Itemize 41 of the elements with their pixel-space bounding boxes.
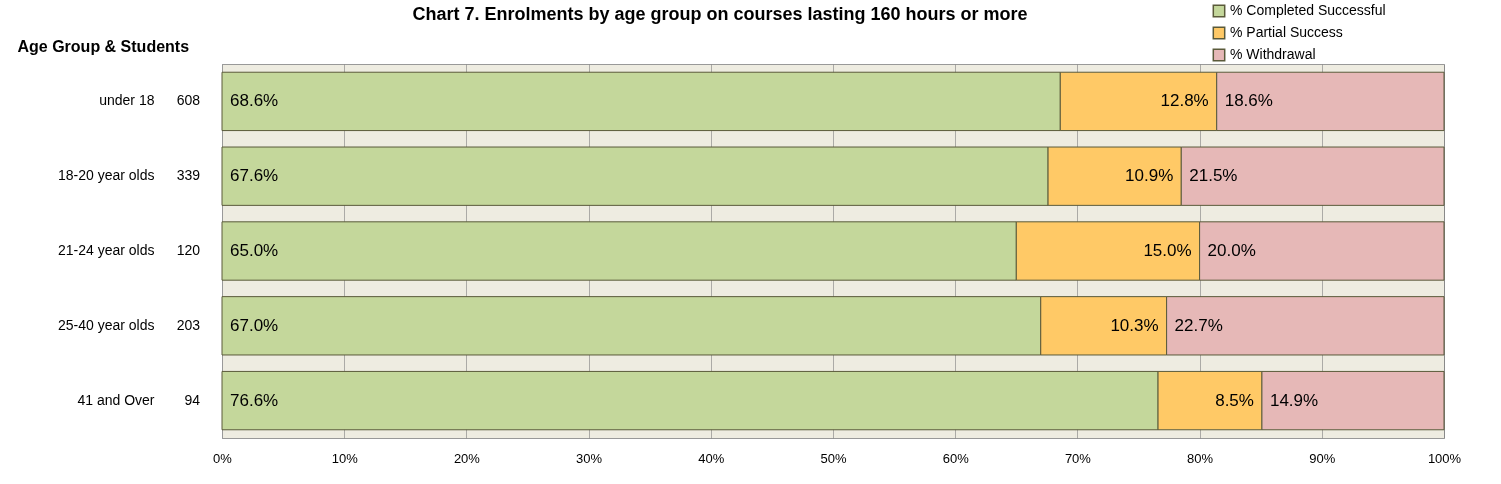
data-label: 10.3%	[1110, 315, 1159, 335]
y2-tick-label: 608	[176, 92, 201, 109]
data-label: 10.9%	[1125, 166, 1174, 186]
legend-label: % Completed Successful	[1230, 2, 1386, 18]
legend-label: % Partial Success	[1230, 24, 1343, 40]
data-label: 8.5%	[1215, 390, 1254, 410]
data-label: 65.0%	[230, 241, 279, 260]
x-tick-label: 20%	[453, 450, 481, 466]
x-tick-label: 10%	[331, 450, 359, 466]
x-tick-label: 40%	[698, 450, 725, 466]
y-tick-label: 41 and Over	[77, 391, 155, 408]
data-label: 21.5%	[1189, 166, 1238, 186]
y-tick-label: 21-24 year olds	[57, 242, 155, 258]
data-label: 76.6%	[230, 390, 279, 410]
data-label: 15.0%	[1143, 241, 1192, 260]
x-tick-label: 50%	[820, 450, 847, 466]
data-label: 18.6%	[1224, 91, 1273, 111]
data-label: 68.6%	[230, 91, 279, 111]
y2-tick-label: 120	[176, 242, 201, 258]
x-tick-label: 80%	[1187, 450, 1214, 466]
y2-tick-label: 94	[184, 391, 201, 408]
x-tick-label: 90%	[1309, 450, 1336, 466]
data-label: 67.6%	[230, 166, 279, 186]
x-tick-label: 0%	[213, 450, 233, 466]
x-tick-label: 30%	[576, 450, 603, 466]
y2-tick-label: 203	[176, 316, 201, 333]
x-tick-label: 70%	[1064, 450, 1092, 466]
y-tick-label: under 18	[99, 92, 155, 109]
data-label: 14.9%	[1269, 390, 1319, 410]
x-tick-label: 60%	[942, 450, 970, 466]
y-axis-title: Age Group & Students	[17, 37, 190, 55]
y-tick-label: 25-40 year olds	[57, 316, 155, 333]
x-tick-label: 100%	[1427, 450, 1462, 466]
y-tick-label: 18-20 year olds	[57, 167, 155, 184]
chart-title: Chart 7. Enrolments by age group on courses lasting 160 hours or more	[412, 4, 1028, 24]
legend-label: % Withdrawal	[1230, 46, 1316, 62]
data-label: 12.8%	[1160, 91, 1209, 111]
data-label: 67.0%	[230, 315, 279, 335]
data-label: 22.7%	[1174, 315, 1223, 335]
y2-tick-label: 339	[176, 167, 201, 184]
data-label: 20.0%	[1207, 241, 1256, 260]
